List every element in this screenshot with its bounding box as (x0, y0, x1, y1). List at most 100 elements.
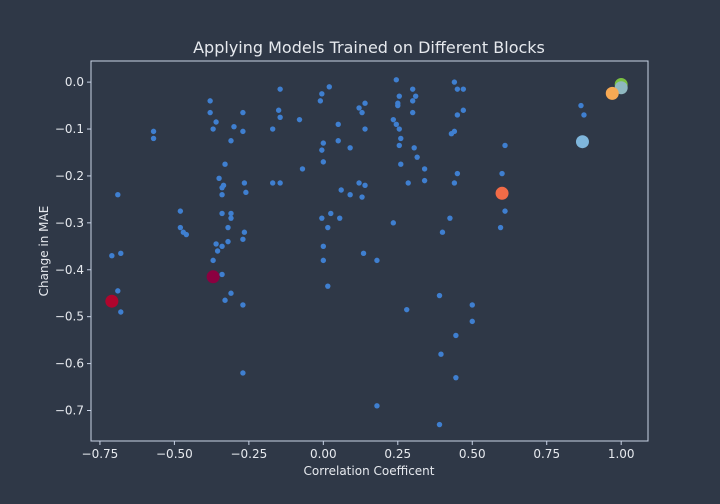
data-point (216, 175, 222, 181)
data-point (451, 180, 458, 186)
data-point (499, 170, 505, 177)
data-point (213, 241, 219, 247)
data-point (359, 194, 365, 200)
y-tick-label: 0.0 (65, 75, 84, 89)
data-point (347, 145, 353, 151)
y-tick-label: −0.1 (55, 122, 84, 136)
x-tick-label: 0.75 (533, 447, 560, 461)
x-tick-label: 0.50 (459, 447, 486, 461)
data-point (460, 86, 467, 92)
data-point (374, 403, 380, 409)
data-point (356, 180, 362, 186)
data-point (118, 309, 124, 315)
data-point (228, 290, 234, 296)
data-point (421, 166, 428, 172)
data-point (228, 138, 234, 144)
data-point (219, 243, 225, 250)
data-point (447, 215, 453, 221)
data-point (395, 102, 401, 109)
data-point (115, 192, 121, 198)
data-point (393, 121, 400, 128)
data-point (374, 257, 380, 264)
data-point (409, 86, 416, 92)
data-point (231, 123, 237, 130)
y-tick-label: −0.7 (55, 404, 84, 418)
data-point (338, 187, 344, 193)
data-point (277, 114, 283, 120)
x-tick-label: −0.75 (82, 447, 119, 461)
data-point (115, 288, 121, 294)
y-tick-label: −0.6 (55, 357, 84, 371)
data-point (451, 128, 458, 135)
x-tick-label: 0.25 (384, 447, 411, 461)
plot-frame (90, 60, 649, 442)
highlight-point (605, 86, 619, 100)
data-point (319, 91, 325, 97)
data-point (296, 116, 303, 123)
data-point (320, 243, 327, 250)
data-point (277, 86, 283, 92)
data-point (118, 250, 124, 257)
data-point (393, 77, 400, 83)
data-point (439, 229, 446, 235)
data-point (453, 332, 459, 339)
data-point (225, 238, 231, 245)
data-point (317, 98, 324, 104)
data-point (207, 98, 213, 104)
data-point (390, 220, 397, 226)
data-point (398, 135, 404, 142)
data-point (421, 177, 428, 184)
data-point (228, 215, 234, 221)
data-point (337, 215, 343, 221)
data-point (109, 252, 115, 259)
data-point (228, 210, 234, 217)
data-point (454, 112, 461, 118)
data-point (409, 98, 416, 104)
data-point (438, 351, 444, 357)
data-point (320, 257, 327, 264)
data-point (241, 180, 248, 186)
data-point (578, 102, 584, 109)
data-point (454, 170, 461, 177)
data-point (362, 126, 368, 132)
data-point (502, 208, 508, 214)
data-point (412, 93, 419, 99)
data-point (277, 180, 283, 186)
data-point (222, 297, 228, 303)
data-point (390, 116, 397, 123)
data-point (436, 292, 443, 299)
data-point (240, 302, 246, 308)
y-tick-label: −0.5 (55, 310, 84, 324)
data-point (460, 107, 467, 113)
data-point (210, 126, 216, 132)
data-point (581, 112, 587, 118)
data-points (105, 77, 628, 428)
data-point (396, 142, 402, 149)
y-tick-label: −0.3 (55, 216, 84, 230)
y-tick-label: −0.4 (55, 263, 84, 277)
data-point (326, 84, 332, 90)
data-point (219, 271, 225, 278)
data-point (411, 145, 417, 151)
data-point (150, 135, 157, 142)
data-point (207, 109, 213, 116)
x-tick-label: 0.00 (310, 447, 337, 461)
data-point (404, 306, 410, 313)
data-point (396, 93, 402, 99)
data-point (497, 224, 504, 231)
highlight-point (495, 186, 509, 200)
data-point (469, 302, 475, 308)
data-point (451, 79, 458, 85)
y-axis-label: Change in MAE (37, 206, 51, 297)
data-point (240, 236, 246, 242)
data-point (328, 210, 334, 217)
data-point (469, 318, 475, 325)
data-point (177, 224, 184, 231)
chart-title: Applying Models Trained on Different Blo… (193, 38, 545, 57)
data-point (150, 128, 157, 135)
data-point (319, 215, 325, 221)
y-tick-label: −0.2 (55, 169, 84, 183)
x-tick-label: −0.50 (156, 447, 193, 461)
data-point (436, 421, 443, 428)
data-point (269, 126, 276, 132)
